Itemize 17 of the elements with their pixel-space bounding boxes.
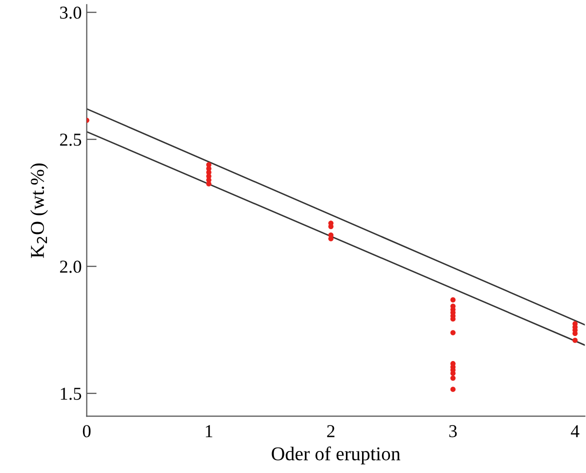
point bbox=[450, 297, 456, 302]
point bbox=[328, 236, 334, 242]
x-tick-label: 1 bbox=[206, 425, 212, 438]
x-axis-title: Oder of eruption bbox=[272, 446, 400, 464]
x-tick-label: 4 bbox=[570, 425, 580, 438]
point bbox=[450, 376, 456, 381]
point bbox=[450, 330, 456, 336]
y-tick-label: 3.0 bbox=[60, 6, 82, 19]
x-tick-label: 2 bbox=[327, 425, 334, 438]
y-tick-label: 2.0 bbox=[60, 260, 82, 273]
point bbox=[572, 338, 578, 343]
y-tick-label: 1.5 bbox=[60, 388, 82, 400]
point bbox=[450, 386, 456, 392]
x-tick-label: 0 bbox=[82, 425, 91, 438]
y-tick-label: 2.5 bbox=[60, 134, 82, 146]
x-tick-label: 3 bbox=[449, 425, 457, 438]
y-axis-title: K$_{2}$O (wt.%) bbox=[30, 163, 48, 258]
